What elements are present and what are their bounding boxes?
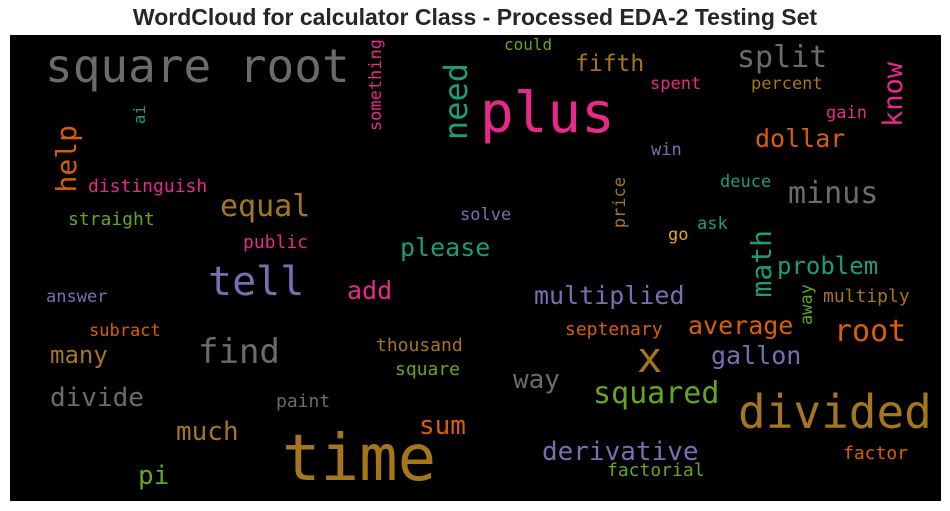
word-ask: ask: [697, 214, 728, 234]
word-know: know: [878, 62, 909, 128]
word-fifth: fifth: [575, 51, 645, 77]
word-square-root: square root: [45, 39, 350, 93]
word-root: root: [834, 314, 907, 349]
word-pi: pi: [138, 461, 170, 491]
word-find: find: [198, 332, 280, 372]
word-squared: squared: [593, 376, 720, 411]
word-time: time: [282, 422, 437, 496]
word-deuce: deuce: [720, 172, 772, 192]
word-please: please: [400, 233, 491, 262]
word-sum: sum: [419, 411, 466, 441]
word-straight: straight: [68, 209, 155, 230]
word-many: many: [50, 341, 108, 369]
word-add: add: [347, 276, 393, 305]
word-equal: equal: [220, 189, 311, 224]
word-something: something: [366, 39, 386, 132]
word-math: math: [745, 230, 778, 298]
word-percent: percent: [751, 74, 823, 94]
word-multiplied: multiplied: [534, 281, 685, 310]
word-win: win: [651, 140, 682, 160]
word-divided: divided: [738, 385, 932, 439]
word-distinguish: distinguish: [88, 176, 208, 197]
word-answer: answer: [46, 287, 108, 307]
word-cloud: square root plus need something could fifth sp…: [10, 35, 941, 501]
word-go: go: [668, 225, 689, 245]
word-multiply: multiply: [823, 286, 910, 307]
word-split: split: [737, 40, 828, 75]
word-price: price: [610, 177, 630, 229]
word-problem: problem: [777, 252, 879, 280]
word-ai: ai: [130, 105, 149, 125]
word-square: square: [395, 359, 461, 380]
word-spent: spent: [650, 74, 702, 94]
word-average: average: [688, 311, 794, 340]
word-gain: gain: [826, 103, 867, 123]
word-dollar: dollar: [755, 124, 846, 153]
word-could: could: [504, 35, 553, 54]
word-factor: factor: [843, 443, 909, 464]
word-paint: paint: [276, 391, 331, 412]
word-divide: divide: [50, 383, 144, 413]
word-minus: minus: [788, 176, 879, 211]
word-thousand: thousand: [376, 335, 463, 356]
word-derivative: derivative: [542, 437, 699, 467]
word-solve: solve: [460, 205, 512, 225]
word-need: need: [437, 63, 475, 141]
word-way: way: [513, 365, 560, 395]
word-tell: tell: [208, 259, 305, 305]
word-septenary: septenary: [565, 319, 663, 340]
word-public: public: [243, 232, 309, 253]
word-subract: subract: [89, 321, 161, 341]
word-gallon: gallon: [711, 341, 802, 370]
word-help: help: [50, 125, 83, 193]
word-factorial: factorial: [607, 460, 705, 481]
word-plus: plus: [480, 81, 615, 146]
chart-title: WordCloud for calculator Class - Process…: [132, 4, 818, 30]
word-away: away: [797, 284, 817, 325]
word-much: much: [176, 417, 239, 447]
word-x: x: [637, 333, 663, 382]
